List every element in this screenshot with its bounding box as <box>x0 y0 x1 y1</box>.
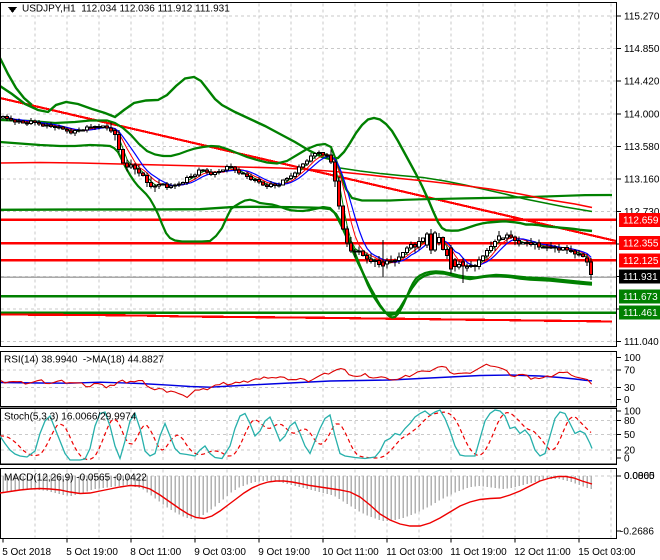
svg-text:112.730: 112.730 <box>624 207 660 218</box>
svg-text:100: 100 <box>624 407 641 418</box>
svg-text:10 Oct 11:00: 10 Oct 11:00 <box>322 547 379 558</box>
svg-text:30: 30 <box>624 383 636 394</box>
svg-text:50: 50 <box>624 430 636 441</box>
svg-text:80: 80 <box>624 416 636 427</box>
svg-text:113.160: 113.160 <box>624 174 660 185</box>
svg-text:20: 20 <box>624 445 636 456</box>
svg-text:0.0865: 0.0865 <box>624 471 655 482</box>
svg-text:9 Oct 19:00: 9 Oct 19:00 <box>258 547 310 558</box>
svg-text:11 Oct 19:00: 11 Oct 19:00 <box>450 547 507 558</box>
svg-text:0: 0 <box>624 395 630 406</box>
svg-text:115.270: 115.270 <box>624 12 660 23</box>
svg-text:113.580: 113.580 <box>624 142 660 153</box>
svg-text:12 Oct 11:00: 12 Oct 11:00 <box>514 547 571 558</box>
svg-text:-0.2686: -0.2686 <box>620 527 654 538</box>
svg-text:114.420: 114.420 <box>624 77 660 88</box>
svg-text:111.461: 111.461 <box>623 308 658 319</box>
svg-text:15 Oct 03:00: 15 Oct 03:00 <box>578 547 636 558</box>
svg-text:Stoch(5,3,3) 16.0066/29.9974: Stoch(5,3,3) 16.0066/29.9974 <box>4 412 137 423</box>
svg-text:114.000: 114.000 <box>624 109 660 120</box>
svg-text:MACD(12,26,9) -0.0565 -0.0422: MACD(12,26,9) -0.0565 -0.0422 <box>4 473 147 484</box>
svg-text:112.125: 112.125 <box>623 256 659 267</box>
svg-text:0: 0 <box>624 454 630 465</box>
svg-text:112.659: 112.659 <box>623 215 659 226</box>
svg-text:112.355: 112.355 <box>623 239 659 250</box>
svg-text:100: 100 <box>624 353 641 364</box>
svg-text:114.850: 114.850 <box>624 44 660 55</box>
svg-text:5 Oct 19:00: 5 Oct 19:00 <box>66 547 118 558</box>
svg-text:111.931: 111.931 <box>623 272 658 283</box>
svg-text:8 Oct 11:00: 8 Oct 11:00 <box>130 547 181 558</box>
svg-text:11 Oct 03:00: 11 Oct 03:00 <box>386 547 443 558</box>
svg-text:9 Oct 03:00: 9 Oct 03:00 <box>194 547 246 558</box>
svg-text:111.040: 111.040 <box>624 337 659 348</box>
svg-text:5 Oct 2018: 5 Oct 2018 <box>2 547 51 558</box>
svg-text:0.0000: 0.0000 <box>624 471 655 482</box>
svg-text:111.673: 111.673 <box>623 292 658 303</box>
svg-text:RSI(14) 38.9940 ->MA(18) 44.8: RSI(14) 38.9940 ->MA(18) 44.8827 <box>4 355 164 366</box>
svg-text:USDJPY,H1 112.034 112.036 111: USDJPY,H1 112.034 112.036 111.912 111.93… <box>22 4 230 15</box>
svg-text:70: 70 <box>624 366 636 377</box>
